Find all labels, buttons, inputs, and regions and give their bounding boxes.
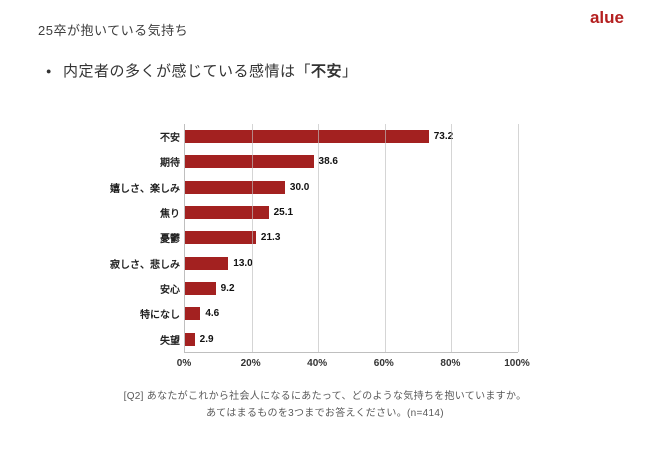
bar xyxy=(185,256,229,270)
bar-row: 30.0 xyxy=(185,175,518,200)
category-label: 失望 xyxy=(160,335,180,347)
gridline xyxy=(518,124,519,352)
bar xyxy=(185,180,285,194)
bullet-line: ● 内定者の多くが感じている感情は「不安」 xyxy=(46,60,357,81)
bullet-text-suffix: 」 xyxy=(341,63,358,80)
category-labels: 不安期待嬉しさ、楽しみ焦り憂鬱寂しさ、悲しみ安心特になし失望 xyxy=(110,124,180,352)
category-label: 寂しさ、悲しみ xyxy=(110,259,180,271)
bar-value-label: 4.6 xyxy=(205,308,220,320)
bar xyxy=(185,206,269,220)
x-tick-label: 40% xyxy=(307,358,328,369)
bar xyxy=(185,155,314,169)
x-tick-label: 0% xyxy=(176,358,192,369)
bar-row: 38.6 xyxy=(185,149,518,174)
bar-value-label: 38.6 xyxy=(318,156,338,168)
category-label: 特になし xyxy=(140,310,180,322)
bar-row: 21.3 xyxy=(185,225,518,250)
bar-row: 9.2 xyxy=(185,276,518,301)
gridline xyxy=(451,124,453,352)
survey-caption-line2: あてはまるものを3つまでお答えください。(n=414) xyxy=(206,408,444,419)
bar xyxy=(185,231,256,245)
bar-value-label: 21.3 xyxy=(260,232,281,244)
bar-value-label: 9.2 xyxy=(220,283,235,295)
bar-row: 13.0 xyxy=(185,251,518,276)
plot-area: 73.2 38.6 30.0 25.1 21.3 13.0 9.2 4.6 2.9 xyxy=(184,124,519,353)
alue-logo: alue xyxy=(589,8,624,27)
category-label: 期待 xyxy=(160,158,180,170)
x-tick-label: 100% xyxy=(504,358,530,369)
gridline xyxy=(384,124,386,352)
category-label: 嬉しさ、楽しみ xyxy=(110,183,180,195)
category-label: 憂鬱 xyxy=(160,234,180,246)
page-title: 25卒が抱いている気持ち xyxy=(38,23,189,38)
x-tick-label: 60% xyxy=(373,358,394,369)
bar xyxy=(185,130,429,144)
bullet-text-prefix: 内定者の多くが感じている感情は「 xyxy=(62,63,311,80)
bar-row: 73.2 xyxy=(185,124,518,149)
category-label: 安心 xyxy=(160,285,180,297)
bullet-icon: ● xyxy=(46,65,52,76)
bar-row: 25.1 xyxy=(185,200,518,225)
gridline xyxy=(251,124,253,352)
bar-row: 4.6 xyxy=(185,301,518,326)
x-axis: 0% 20% 40% 60% 80% 100% xyxy=(177,352,530,369)
x-tick-label: 80% xyxy=(440,358,461,369)
x-tick-label: 20% xyxy=(240,358,261,369)
bar-value-label: 73.2 xyxy=(433,131,454,143)
category-label: 不安 xyxy=(160,133,180,145)
survey-caption: [Q2] あなたがこれから社会人になるにあたって、どのような気持ちを抱いています… xyxy=(0,388,650,422)
bar-value-label: 30.0 xyxy=(289,181,310,193)
bar-value-label: 2.9 xyxy=(199,333,214,345)
bullet-text-emphasis: 不安 xyxy=(310,63,342,80)
bar-value-label: 25.1 xyxy=(273,207,294,219)
bullet-text: 内定者の多くが感じている感情は「不安」 xyxy=(63,60,358,81)
bar-row: 2.9 xyxy=(185,327,518,352)
bar xyxy=(185,332,195,346)
survey-caption-line1: [Q2] あなたがこれから社会人になるにあたって、どのような気持ちを抱いています… xyxy=(123,391,527,402)
bar xyxy=(185,307,201,321)
bar xyxy=(185,282,216,296)
category-label: 焦り xyxy=(160,209,180,221)
bar-value-label: 13.0 xyxy=(233,257,253,269)
gridline xyxy=(318,124,320,352)
